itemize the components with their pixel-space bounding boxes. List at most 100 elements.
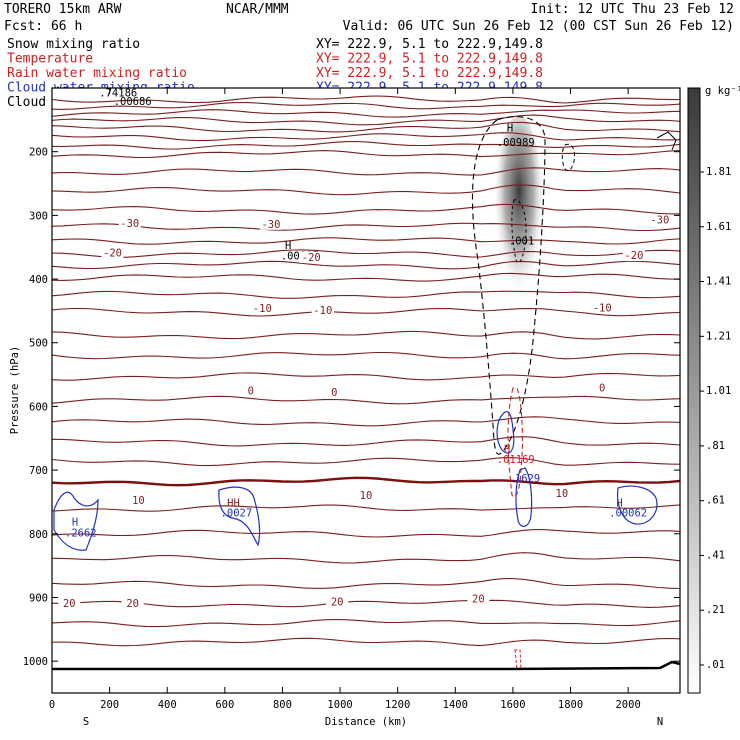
- isotherm--42: [51, 121, 681, 133]
- isotherm--36: [51, 149, 681, 159]
- isotherm-label: 10: [132, 495, 145, 507]
- colorbar-ramp: [687, 87, 701, 694]
- isotherm--28: [51, 222, 681, 232]
- colorbar-unit: g kg⁻¹: [705, 85, 740, 97]
- isotherm-label: 20: [472, 593, 485, 605]
- isotherm--10: [51, 372, 681, 381]
- isotherm-label: 20: [126, 598, 139, 610]
- isotherm-label-bg: [311, 304, 334, 316]
- isotherm--24: [51, 249, 681, 258]
- isotherm-lines: [51, 95, 681, 647]
- north-label: N: [657, 716, 663, 728]
- colorbar-tick-label: .21: [706, 604, 725, 616]
- x-tick-label: 2000: [615, 699, 640, 711]
- isotherm-label-bg: [355, 490, 377, 502]
- maximum-label: H: [504, 443, 510, 455]
- colorbar-tick-label: 1.61: [706, 221, 731, 233]
- x-tick-label: 1800: [558, 699, 583, 711]
- y-tick-label: 700: [29, 465, 48, 477]
- colorbar-tick-label: 1.01: [706, 385, 731, 397]
- isotherm-4: [51, 529, 681, 538]
- isotherm-label: -20: [302, 252, 321, 264]
- isotherm--4: [51, 436, 681, 447]
- x-tick-label: 0: [49, 699, 55, 711]
- isotherm-label: 10: [360, 490, 373, 502]
- snow-contour-edge: [656, 131, 677, 151]
- y-tick-label: 800: [29, 529, 48, 541]
- cloud-ice-contour: [511, 199, 527, 263]
- isotherm-label: 20: [63, 598, 76, 610]
- isotherm-14: [51, 637, 681, 647]
- isotherm-label-bg: [121, 597, 144, 609]
- plot-area: H.00007H.00989.001H.2662HH.0027H.01169.1…: [51, 87, 681, 693]
- maximum-label: .01169: [497, 454, 535, 466]
- isotherm--22: [51, 260, 681, 270]
- colorbar: g kg⁻¹ 1.81 1.61 1.41 1.21 1.01 .81 .61 .41 .21.…: [687, 85, 740, 694]
- maximum-label: .0027: [221, 508, 253, 520]
- isotherm--18: [51, 290, 681, 299]
- plot-frame: [51, 87, 681, 694]
- isotherm-label-bg: [591, 382, 614, 394]
- isotherm-label: -30: [650, 214, 669, 226]
- x-tick-label: 1200: [385, 699, 410, 711]
- isotherm--8: [51, 395, 681, 405]
- isotherm--32: [51, 184, 681, 196]
- cloud-water-contour-2: [515, 467, 533, 527]
- isotherm--50: [51, 95, 681, 104]
- y-tick-label: 400: [29, 274, 48, 286]
- isotherm-label-bg: [58, 597, 81, 609]
- isotherm--16: [51, 307, 681, 317]
- isotherm-label-bg: [239, 385, 262, 397]
- isotherm-2: [51, 504, 681, 512]
- maximum-label: H: [72, 517, 78, 529]
- colorbar-tick-label: .01: [706, 659, 725, 671]
- x-tick-label: 800: [273, 699, 292, 711]
- legend-name: Rain water mixing ratio: [7, 66, 187, 81]
- isotherm--46: [51, 109, 681, 118]
- isotherm-label: 0: [331, 387, 337, 399]
- isotherm-12: [51, 618, 681, 628]
- model-title: TORERO 15km ARW: [4, 2, 122, 17]
- x-tick-label: 200: [100, 699, 119, 711]
- legend-xy: XY= 222.9, 5.1 to 222.9,149.8: [316, 37, 543, 52]
- legend-name: Snow mixing ratio: [7, 37, 140, 52]
- isotherm-8: [51, 577, 681, 590]
- isotherm-label: -20: [103, 247, 122, 259]
- isotherm-10: [51, 599, 681, 608]
- isotherm-0: [51, 476, 681, 487]
- isotherm-label: -10: [253, 303, 272, 315]
- y-axis-label: Pressure (hPa): [9, 346, 21, 435]
- isotherm-label: 20: [331, 596, 344, 608]
- isotherm-label-bg: [300, 251, 323, 263]
- isotherm-label: -10: [313, 305, 332, 317]
- isotherm-label: 0: [248, 386, 254, 398]
- isotherm--20: [51, 272, 681, 282]
- colorbar-tick-label: .61: [706, 495, 725, 507]
- legend-name: Temperature: [7, 52, 93, 67]
- valid-time: Valid: 06 UTC Sun 26 Feb 12 (00 CST Sun …: [343, 19, 734, 34]
- maximum-label: .00062: [609, 508, 647, 520]
- colorbar-tick-label: .41: [706, 549, 725, 561]
- isotherm--6: [51, 416, 681, 427]
- isotherm-label-bg: [326, 596, 349, 608]
- snow-contour-small: [561, 143, 576, 172]
- x-tick-label: 600: [215, 699, 234, 711]
- isotherm-label-bg: [127, 495, 150, 507]
- terrain-line: [52, 660, 681, 671]
- isotherm-label: -20: [624, 250, 643, 262]
- colorbar-tick-label: 1.21: [706, 330, 731, 342]
- isotherm-6: [51, 552, 681, 564]
- colorbar-tick-label: 1.41: [706, 276, 731, 288]
- legend-xy: XY= 222.9, 5.1 to 222.9,149.8: [316, 66, 543, 81]
- isotherm--2: [51, 457, 681, 467]
- forecast-hour: Fcst: 66 h: [4, 19, 82, 34]
- cloud-water-contour-5: [617, 485, 658, 525]
- maximum-label: .1629: [509, 473, 541, 485]
- legend-xy: XY= 222.9, 5.1 to 222.9,149.8: [316, 52, 543, 67]
- isotherm--44: [51, 114, 681, 126]
- isotherm-label-bg: [118, 218, 141, 230]
- rain-contour: [507, 387, 523, 498]
- y-tick-label: 900: [29, 592, 48, 604]
- cloud-water-contour-3: [53, 491, 99, 551]
- isotherm-label: 0: [599, 383, 605, 395]
